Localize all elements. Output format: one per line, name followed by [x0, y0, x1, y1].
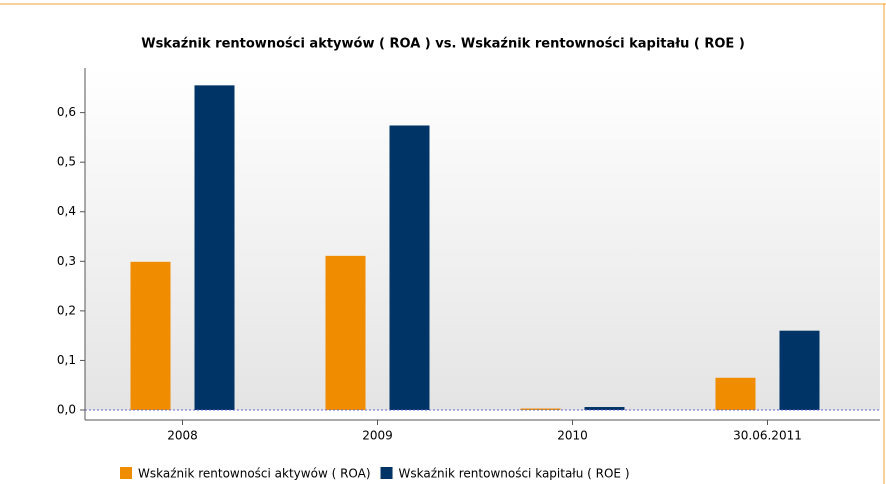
bar [584, 407, 625, 410]
chart-title: Wskaźnik rentowności aktywów ( ROA ) vs.… [141, 37, 745, 52]
y-tick-label: 0,2 [57, 303, 76, 317]
legend-label: Wskaźnik rentowności kapitału ( ROE ) [399, 467, 630, 481]
y-tick-label: 0,6 [57, 105, 76, 119]
bar [389, 125, 430, 410]
bar [130, 261, 171, 410]
bar [520, 408, 561, 410]
x-tick-label: 30.06.2011 [733, 429, 802, 443]
y-tick-label: 0,1 [57, 353, 76, 367]
y-tick-label: 0,0 [57, 403, 76, 417]
y-tick-label: 0,3 [57, 254, 76, 268]
bar [779, 330, 820, 410]
y-tick-label: 0,4 [57, 204, 76, 218]
bar [325, 255, 366, 410]
bar [715, 377, 756, 410]
x-tick-label: 2010 [557, 429, 588, 443]
x-tick-label: 2008 [167, 429, 198, 443]
y-tick-label: 0,5 [57, 155, 76, 169]
bar [194, 85, 235, 410]
x-tick-label: 2009 [362, 429, 393, 443]
legend-label: Wskaźnik rentowności aktywów ( ROA) [138, 467, 371, 481]
legend-swatch [380, 467, 393, 479]
legend-swatch [120, 467, 132, 479]
